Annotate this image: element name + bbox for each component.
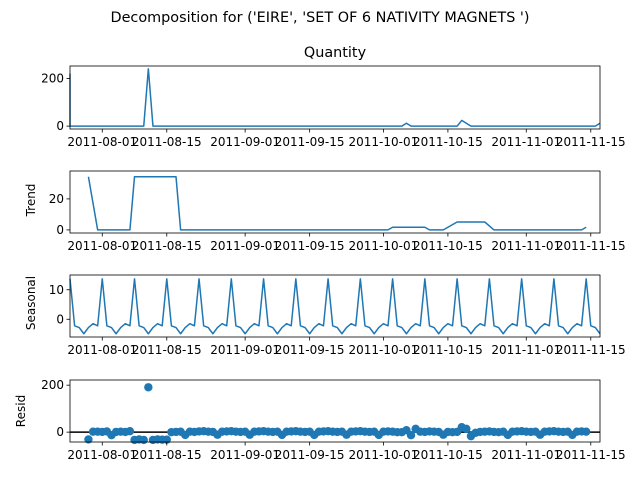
resid-point — [144, 383, 153, 392]
resid-ytick-label: 0 — [56, 425, 64, 439]
resid-xtick-label: 2011-08-15 — [132, 448, 202, 462]
trend-xtick-label: 2011-08-15 — [132, 239, 202, 253]
trend-xtick-label: 2011-09-01 — [210, 239, 280, 253]
resid-xtick-label: 2011-10-15 — [413, 448, 483, 462]
ylabel-trend: Trend — [24, 184, 38, 218]
quantity-xtick-label: 2011-09-15 — [275, 135, 345, 149]
seasonal-xtick-label: 2011-09-15 — [275, 343, 345, 357]
quantity-xtick-label: 2011-11-01 — [491, 135, 561, 149]
seasonal-ytick-label: 10 — [49, 283, 64, 297]
quantity-xtick-label: 2011-08-15 — [132, 135, 202, 149]
resid-point — [462, 424, 471, 434]
seasonal-xtick-label: 2011-10-01 — [349, 343, 419, 357]
resid-xtick-label: 2011-09-01 — [210, 448, 280, 462]
resid-xtick-label: 2011-11-01 — [491, 448, 561, 462]
quantity-ytick-label: 200 — [41, 71, 64, 85]
quantity-xtick-label: 2011-09-01 — [210, 135, 280, 149]
figure-suptitle: Decomposition for ('EIRE', 'SET OF 6 NAT… — [110, 10, 529, 26]
trend-ytick-label: 20 — [49, 192, 64, 206]
ylabel-resid: Resid — [14, 395, 28, 427]
trend-ytick-label: 0 — [56, 223, 64, 237]
seasonal-xtick-label: 2011-08-01 — [67, 343, 137, 357]
resid-point — [139, 435, 148, 445]
ylabel-seasonal: Seasonal — [24, 276, 38, 330]
trend-xtick-label: 2011-11-15 — [556, 239, 626, 253]
seasonal-xtick-label: 2011-09-01 — [210, 343, 280, 357]
quantity-xtick-label: 2011-10-01 — [349, 135, 419, 149]
resid-point — [406, 430, 416, 440]
seasonal-ytick-label: 0 — [56, 312, 64, 326]
seasonal-axes-frame — [69, 274, 601, 338]
seasonal-xtick-label: 2011-10-15 — [413, 343, 483, 357]
quantity-ytick-label: 0 — [56, 119, 64, 133]
seasonal-xtick-label: 2011-08-15 — [132, 343, 202, 357]
seasonal-series-line — [69, 278, 601, 335]
resid-point — [84, 435, 93, 444]
seasonal-xtick-label: 2011-11-01 — [491, 343, 561, 357]
resid-axes-frame — [69, 379, 601, 443]
quantity-series-line — [69, 68, 601, 127]
resid-point — [581, 427, 591, 436]
resid-xtick-label: 2011-11-15 — [556, 448, 626, 462]
quantity-axes-frame — [69, 65, 601, 130]
quantity-xtick-label: 2011-11-15 — [556, 135, 626, 149]
quantity-xtick-label: 2011-10-15 — [413, 135, 483, 149]
trend-series-line — [87, 175, 587, 231]
resid-ytick-label: 200 — [41, 378, 64, 392]
resid-point — [125, 427, 135, 436]
trend-axes-frame — [69, 170, 601, 234]
resid-xtick-label: 2011-09-15 — [275, 448, 345, 462]
quantity-xtick-label: 2011-08-01 — [67, 135, 137, 149]
resid-xtick-label: 2011-10-01 — [349, 448, 419, 462]
trend-xtick-label: 2011-11-01 — [491, 239, 561, 253]
trend-xtick-label: 2011-10-15 — [413, 239, 483, 253]
trend-xtick-label: 2011-08-01 — [67, 239, 137, 253]
trend-xtick-label: 2011-09-15 — [275, 239, 345, 253]
trend-xtick-label: 2011-10-01 — [349, 239, 419, 253]
seasonal-xtick-label: 2011-11-15 — [556, 343, 626, 357]
panel-title-quantity: Quantity — [304, 45, 367, 61]
resid-xtick-label: 2011-08-01 — [67, 448, 137, 462]
